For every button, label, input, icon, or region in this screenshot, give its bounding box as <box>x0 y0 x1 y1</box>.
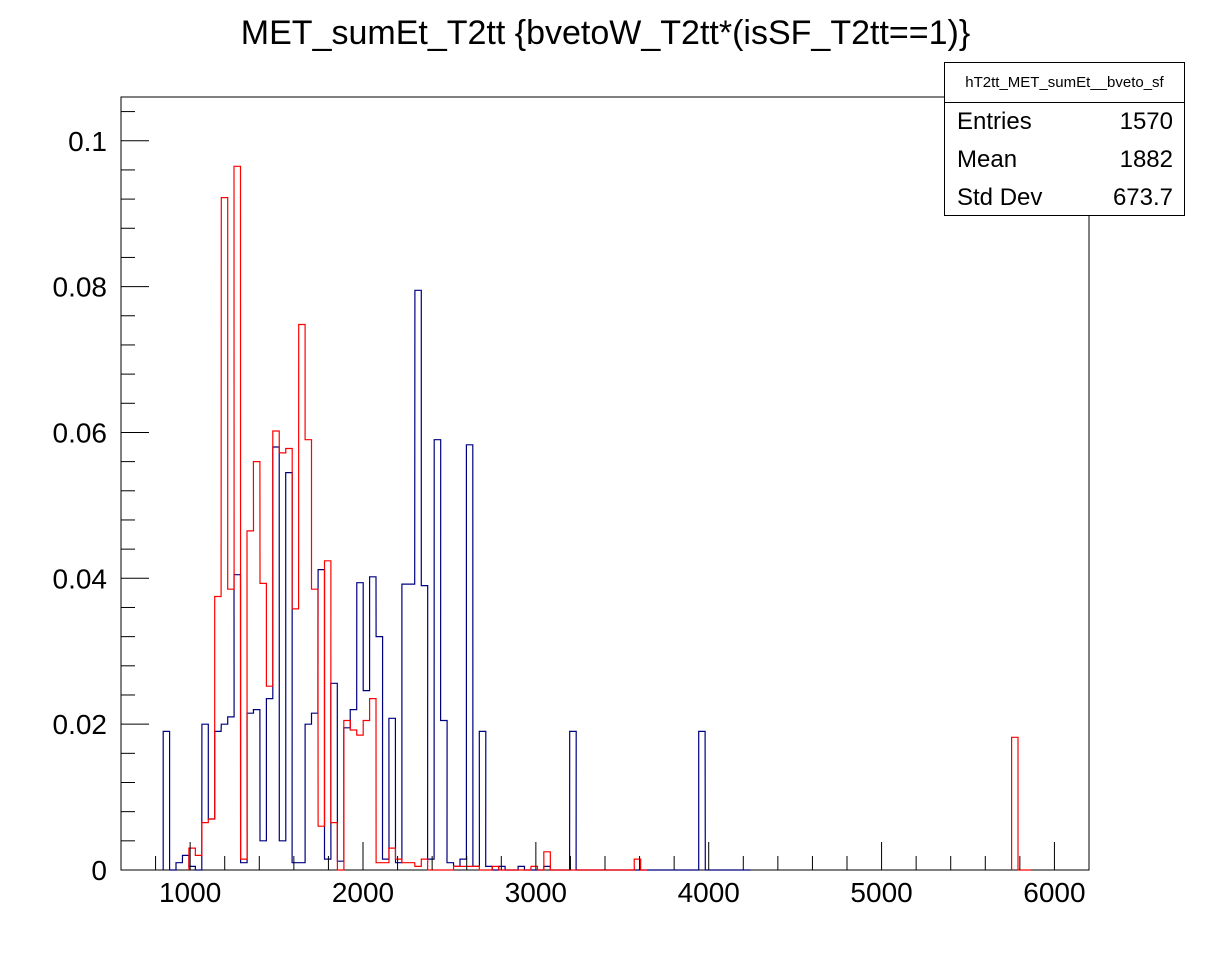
y-tick-label: 0.06 <box>53 417 108 448</box>
series-line-0 <box>162 289 751 871</box>
x-tick-label: 1000 <box>159 877 221 908</box>
series-line-1 <box>188 165 1031 871</box>
stats-label: Mean <box>957 146 1018 173</box>
x-tick-label: 3000 <box>505 877 567 908</box>
x-tick-label: 5000 <box>850 877 912 908</box>
stats-label: Std Dev <box>957 184 1043 211</box>
x-tick-label: 2000 <box>332 877 394 908</box>
x-tick-label: 6000 <box>1023 877 1085 908</box>
series-layer <box>162 165 1031 871</box>
y-tick-label: 0.02 <box>53 709 108 740</box>
stats-histogram-name: hT2tt_MET_sumEt__bveto_sf <box>945 63 1184 103</box>
stats-label: Entries <box>957 108 1032 135</box>
stats-value: 1570 <box>1119 108 1173 135</box>
stats-box: hT2tt_MET_sumEt__bveto_sf Entries 1570 M… <box>944 62 1185 216</box>
y-tick-label: 0 <box>91 855 107 886</box>
y-tick-label: 0.1 <box>68 126 107 157</box>
stats-value: 673.7 <box>1112 184 1173 211</box>
y-tick-label: 0.04 <box>53 563 108 594</box>
y-tick-label: 0.08 <box>53 272 108 303</box>
stats-row-std-dev: Std Dev 673.7 <box>945 179 1184 217</box>
x-axis: 1000 2000 3000 4000 5000 6000 <box>155 842 1090 908</box>
stats-value: 1882 <box>1119 146 1173 173</box>
x-tick-label: 4000 <box>678 877 740 908</box>
chart-title: MET_sumEt_T2tt {bvetoW_T2tt*(isSF_T2tt==… <box>240 14 971 52</box>
y-axis: 0 0.02 0.04 0.06 0.08 0.1 <box>53 111 149 886</box>
stats-row-mean: Mean 1882 <box>945 141 1184 179</box>
stats-row-entries: Entries 1570 <box>945 103 1184 141</box>
